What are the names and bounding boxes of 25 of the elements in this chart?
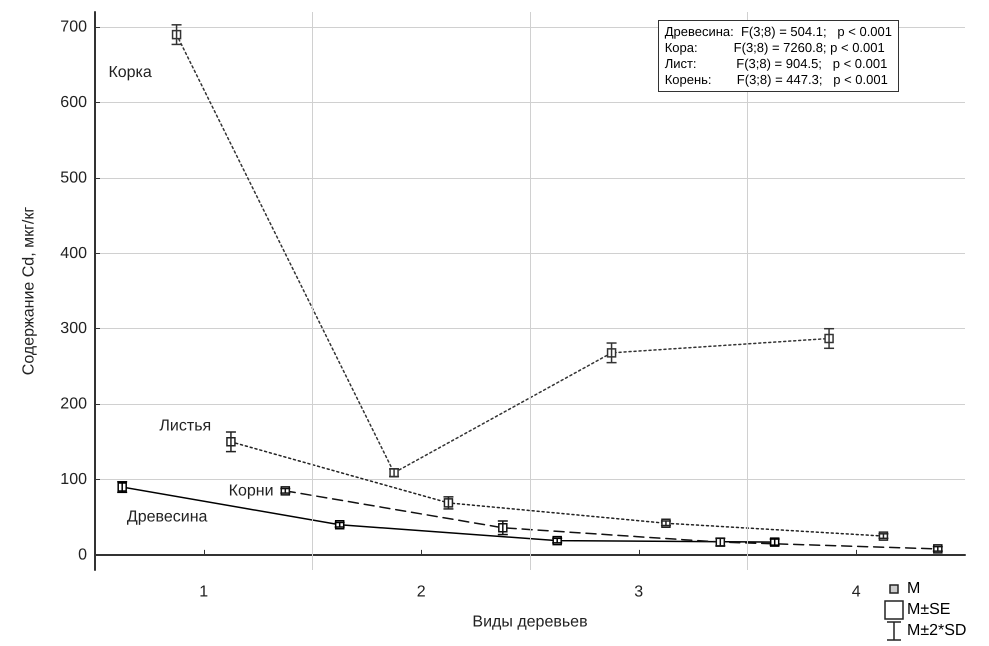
- annotation: Корень: F(3;8) = 447.3; p < 0.001: [664, 72, 889, 88]
- x-tick-label: 2: [416, 584, 426, 600]
- x-tick-label: 3: [634, 584, 644, 600]
- annotation: Кора: F(3;8) = 7260.8; p < 0.001: [664, 40, 886, 56]
- y-tick-label: 200: [60, 396, 88, 413]
- text: M±SE: [907, 600, 950, 620]
- y-tick-label: 500: [60, 169, 88, 186]
- text: M±2*SD: [907, 621, 966, 641]
- x-tick-label: 4: [852, 584, 861, 600]
- series-label: Корни: [228, 482, 274, 500]
- y-tick-label: 700: [60, 18, 88, 36]
- y-axis-title: Содержание Cd, мкг/кг: [20, 206, 38, 376]
- y-tick-label: 100: [60, 471, 88, 488]
- y-tick-label: 300: [60, 320, 88, 338]
- annotation: Древесина: F(3;8) = 504.1; p < 0.001: [664, 24, 892, 40]
- annotation: Лист: F(3;8) = 904.5; p < 0.001: [664, 56, 888, 72]
- x-tick-label: 1: [199, 584, 208, 600]
- series-label: Древесина: [126, 508, 208, 526]
- x-axis-title: Виды деревьев: [472, 614, 588, 630]
- text: M: [907, 579, 920, 599]
- y-tick-label: 600: [60, 94, 88, 111]
- text: Корка: [108, 64, 152, 82]
- y-tick-label: 0: [78, 546, 88, 564]
- series-label: Листья: [159, 417, 212, 434]
- y-tick-label: 400: [60, 244, 88, 262]
